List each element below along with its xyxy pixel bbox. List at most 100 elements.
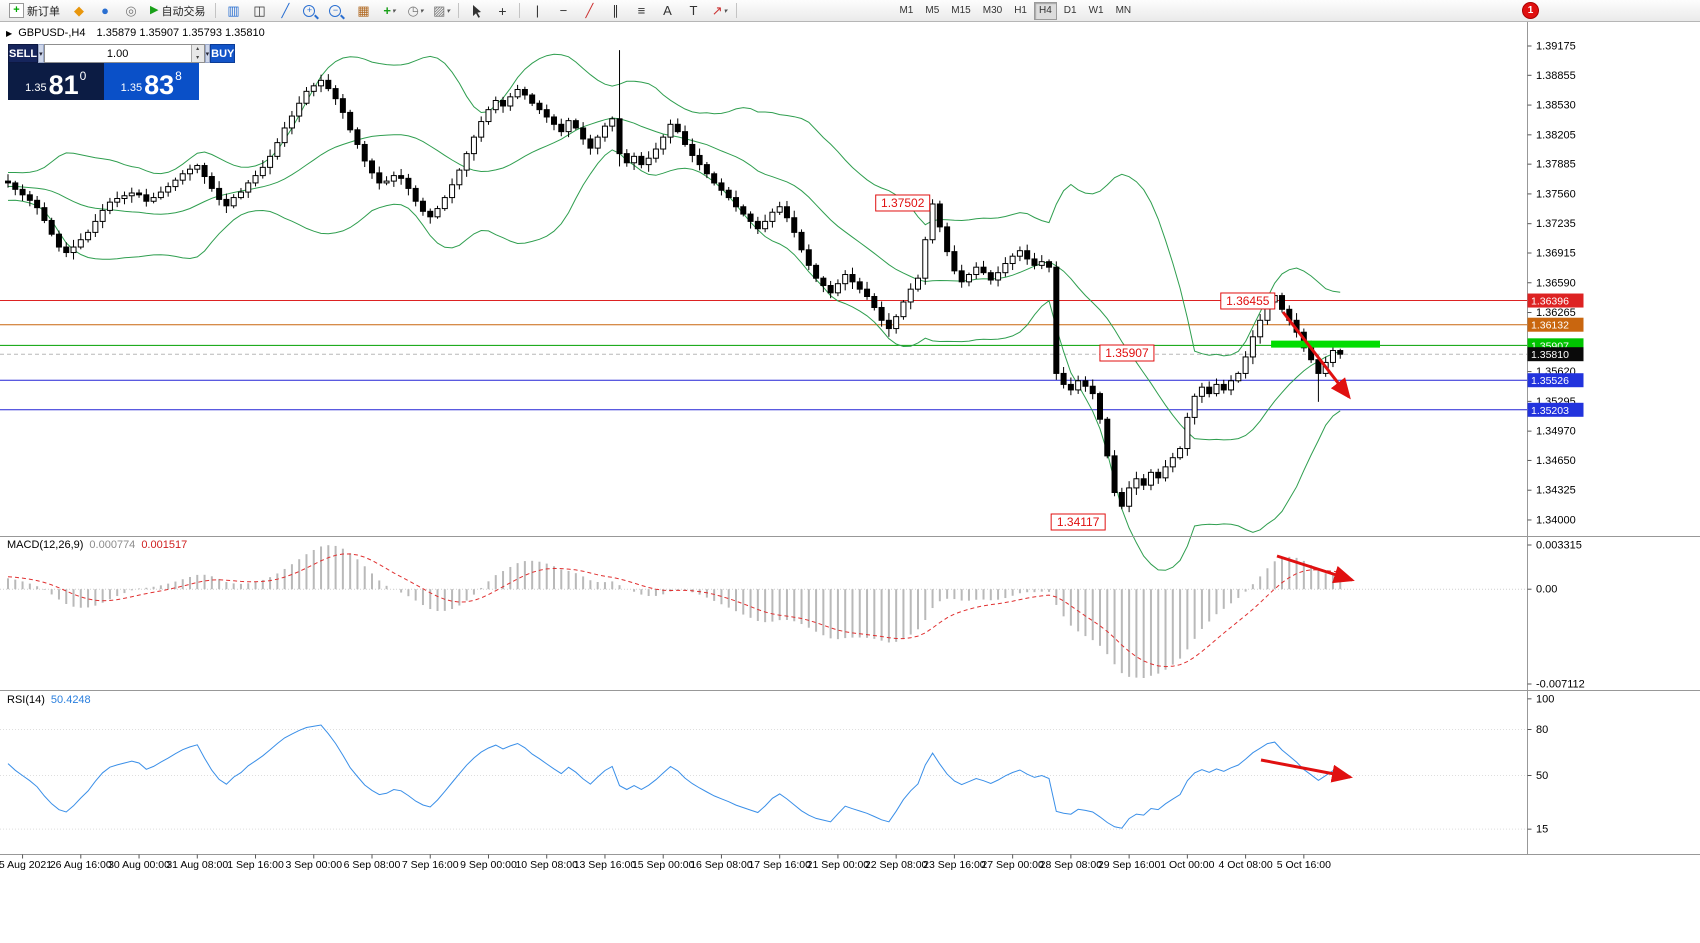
price-axis-marker (1527, 317, 1584, 332)
time-axis-label: 22 Sep 08:00 (865, 859, 928, 871)
macd-signal-line (7, 553, 1341, 668)
arrows-button[interactable]: ↗ ▾ (707, 1, 731, 21)
time-axis-label: 28 Sep 08:00 (1040, 859, 1103, 871)
sell-button[interactable]: SELL (8, 44, 39, 63)
candles-layer (5, 50, 1344, 513)
timeframe-d1-button[interactable]: D1 (1063, 5, 1077, 16)
chart-canvas[interactable]: 1.37502 1.36455 1.35907 1.34117 1.39175 1.388… (0, 22, 1700, 943)
time-axis-label: 23 Sep 16:00 (923, 859, 986, 871)
ohlc-values: 1.35879 1.35907 1.35793 1.35810 (96, 27, 265, 39)
rsi-axis-value: 80 (1536, 724, 1548, 736)
volume-increase-button[interactable]: ▴ (191, 45, 204, 54)
volume-field: ▴ ▾ (43, 44, 205, 63)
support-highlight-bar[interactable] (1271, 340, 1380, 348)
label-button[interactable]: T (681, 1, 705, 21)
templates-button[interactable]: ▨ ▾ (429, 1, 453, 21)
crosshair-button[interactable]: + (490, 1, 514, 21)
channel-icon: ∥ (612, 3, 619, 18)
time-axis-label: 27 Sep 00:00 (981, 859, 1044, 871)
navigator-button[interactable]: ● (93, 1, 117, 21)
timeframe-m30-button[interactable]: M30 (982, 5, 1003, 16)
buy-price[interactable]: 1.35 83 8 (103, 63, 199, 100)
time-axis-label: 3 Sep 00:00 (285, 859, 342, 871)
svg-text:1.36265: 1.36265 (1536, 307, 1576, 319)
autotrading-button[interactable]: ▶ 自动交易 (145, 1, 210, 21)
time-axis-label: 5 Oct 16:00 (1277, 859, 1331, 871)
price-axis-marker (1527, 293, 1584, 308)
trend-arrow[interactable] (1260, 758, 1353, 783)
svg-text:1.36132: 1.36132 (1531, 320, 1569, 332)
trendline-button[interactable]: ╱ (577, 1, 601, 21)
bollinger-lower-band (7, 149, 1341, 571)
price-axis-marker (1527, 402, 1584, 417)
macd-indicator-label: MACD(12,26,9) 0.000774 0.001517 (7, 539, 187, 551)
svg-text:1.34000: 1.34000 (1536, 514, 1576, 526)
time-axis-label: 10 Sep 08:00 (515, 859, 578, 871)
time-axis-label: 15 Sep 00:00 (632, 859, 695, 871)
toolbar-separator (215, 3, 217, 18)
tile-windows-button[interactable]: ▦ (351, 1, 375, 21)
buy-price-big: 83 (144, 70, 175, 100)
price-annotation-text: 1.35907 (1105, 346, 1149, 360)
svg-text:1.37235: 1.37235 (1536, 218, 1576, 230)
price-axis-marker (1527, 347, 1584, 362)
cursor-icon (472, 4, 481, 18)
text-button[interactable]: A (655, 1, 679, 21)
timeframe-h4-button[interactable]: H4 (1033, 1, 1057, 20)
trend-arrow[interactable] (1276, 554, 1355, 584)
trend-arrow[interactable] (1281, 311, 1351, 400)
sell-price-big: 81 (48, 70, 79, 100)
time-axis-label: 6 Sep 08:00 (344, 859, 401, 871)
price-annotation-text: 1.37502 (881, 196, 925, 210)
time-axis-label: 29 Sep 16:00 (1098, 859, 1161, 871)
timeframe-mn-button[interactable]: MN (1115, 5, 1132, 16)
zoom-out-button[interactable]: − (325, 1, 349, 21)
svg-text:1.34970: 1.34970 (1536, 426, 1576, 438)
price-axis[interactable]: 1.39175 1.38855 1.38530 1.38205 1.37885 1.375… (1527, 41, 1584, 527)
template-icon: ▨ (433, 3, 446, 18)
time-axis-label: 26 Aug 16:00 (50, 859, 112, 871)
timeframe-m1-button[interactable]: M1 (899, 5, 914, 16)
cursor-button[interactable] (464, 1, 488, 21)
buy-options-caret[interactable]: ▾ (204, 44, 211, 63)
line-chart-button[interactable]: ╱ (273, 1, 297, 21)
bar-chart-icon: ▥ (227, 3, 240, 18)
periods-button[interactable]: ◷ ▾ (403, 1, 427, 21)
bar-chart-button[interactable]: ▥ (221, 1, 245, 21)
timeframe-h1-button[interactable]: H1 (1014, 5, 1027, 16)
time-axis-label: 16 Sep 08:00 (690, 859, 753, 871)
label-icon: T (689, 3, 698, 18)
sell-options-caret[interactable]: ▾ (38, 44, 44, 63)
time-axis-label: 25 Aug 2021 (0, 859, 52, 871)
rsi-name: RSI(14) (7, 694, 45, 706)
sell-price[interactable]: 1.35 81 0 (8, 63, 104, 100)
time-axis-label: 30 Aug 00:00 (108, 859, 170, 871)
arrows-icon: ↗ (711, 3, 723, 18)
fibonacci-button[interactable]: ≡ (629, 1, 653, 21)
svg-text:1.36396: 1.36396 (1531, 296, 1569, 308)
timeframe-m5-button[interactable]: M5 (925, 5, 940, 16)
timeframe-w1-button[interactable]: W1 (1088, 5, 1104, 16)
volume-decrease-button[interactable]: ▾ (191, 53, 204, 62)
horizontal-line-icon: − (559, 3, 568, 18)
new-order-icon: + (9, 3, 24, 18)
level-lines-layer (0, 300, 1527, 411)
chart-window: 1.37502 1.36455 1.35907 1.34117 1.39175 1.388… (0, 22, 1700, 943)
candlestick-chart-button[interactable]: ◫ (247, 1, 271, 21)
new-order-button[interactable]: + 新订单 (4, 1, 65, 21)
notification-badge-icon[interactable]: 1 (1522, 2, 1539, 19)
vertical-line-button[interactable]: | (525, 1, 549, 21)
channel-button[interactable]: ∥ (603, 1, 627, 21)
zoom-in-button[interactable]: + (299, 1, 323, 21)
indicators-button[interactable]: + ▾ (377, 1, 401, 21)
volume-input[interactable] (44, 45, 191, 62)
timeframe-m15-button[interactable]: M15 (951, 5, 971, 16)
time-axis-label: 7 Sep 16:00 (402, 859, 459, 871)
buy-button[interactable]: BUY (210, 44, 236, 63)
terminal-button[interactable]: ◎ (119, 1, 143, 21)
market-watch-button[interactable]: ◆ (67, 1, 91, 21)
horizontal-line-button[interactable]: − (551, 1, 575, 21)
crosshair-icon: + (498, 2, 507, 19)
